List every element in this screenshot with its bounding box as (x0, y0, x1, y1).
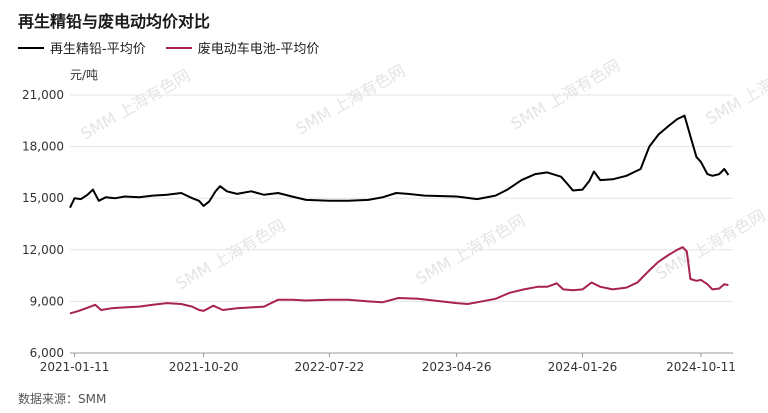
x-tick-label: 2022-07-22 (295, 360, 365, 374)
watermark: SMM 上海有色网 (78, 66, 194, 144)
y-tick-label: 6,000 (30, 346, 64, 360)
x-tick-label: 2023-04-26 (422, 360, 492, 374)
x-tick-label: 2021-01-11 (40, 360, 110, 374)
data-source: 数据来源：SMM (18, 392, 107, 406)
y-tick-label: 15,000 (22, 191, 64, 205)
series-line-1 (69, 114, 730, 209)
watermark: SMM 上海有色网 (653, 206, 768, 284)
y-tick-label: 21,000 (22, 88, 64, 102)
legend-label-series1: 再生精铅-平均价 (50, 42, 146, 57)
watermark: SMM 上海有色网 (293, 61, 409, 139)
x-tick-label: 2024-10-11 (666, 360, 736, 374)
y-tick-label: 12,000 (22, 243, 64, 257)
legend-swatch-series2 (165, 46, 192, 49)
legend-swatch-series1 (18, 46, 44, 49)
y-tick-label: 9,000 (30, 294, 64, 308)
chart-title: 再生精铅与废电动均价对比 (18, 12, 211, 31)
legend: 再生精铅-平均价 废电动车电池-平均价 (18, 38, 339, 57)
watermark: SMM 上海有色网 (703, 51, 768, 129)
x-tick-label: 2021-10-20 (169, 360, 239, 374)
series-line-2 (69, 246, 729, 315)
legend-item-series1[interactable]: 再生精铅-平均价 (18, 38, 146, 57)
y-axis-unit: 元/吨 (70, 68, 99, 82)
legend-item-series2[interactable]: 废电动车电池-平均价 (165, 38, 320, 57)
y-tick-label: 18,000 (22, 140, 64, 154)
legend-label-series2: 废电动车电池-平均价 (197, 42, 320, 57)
watermark: SMM 上海有色网 (173, 216, 289, 294)
x-tick-label: 2024-01-26 (548, 360, 618, 374)
